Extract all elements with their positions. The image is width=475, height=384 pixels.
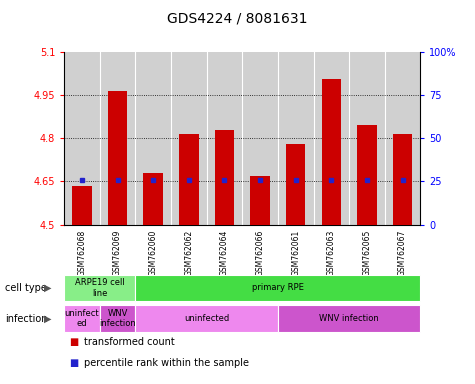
Bar xyxy=(215,130,234,225)
Bar xyxy=(242,52,278,225)
Bar xyxy=(357,125,377,225)
Bar xyxy=(207,52,242,225)
Text: ■: ■ xyxy=(69,358,78,368)
Bar xyxy=(108,91,127,225)
Text: cell type: cell type xyxy=(5,283,47,293)
Bar xyxy=(135,52,171,225)
Bar xyxy=(72,186,92,225)
Bar xyxy=(250,176,270,225)
Bar xyxy=(278,52,314,225)
Bar xyxy=(171,52,207,225)
Text: percentile rank within the sample: percentile rank within the sample xyxy=(84,358,249,368)
Bar xyxy=(385,52,420,225)
Bar xyxy=(349,52,385,225)
Bar xyxy=(322,79,341,225)
Text: ▶: ▶ xyxy=(44,314,51,324)
Text: uninfected: uninfected xyxy=(184,314,229,323)
Bar xyxy=(143,173,163,225)
Text: infection: infection xyxy=(5,314,47,324)
Text: WNV infection: WNV infection xyxy=(319,314,379,323)
Text: transformed count: transformed count xyxy=(84,337,175,347)
Text: GDS4224 / 8081631: GDS4224 / 8081631 xyxy=(167,12,308,25)
Bar xyxy=(64,52,100,225)
Text: uninfect
ed: uninfect ed xyxy=(65,309,99,328)
Text: ■: ■ xyxy=(69,337,78,347)
Text: ARPE19 cell
line: ARPE19 cell line xyxy=(75,278,124,298)
Text: primary RPE: primary RPE xyxy=(252,283,304,293)
Text: ▶: ▶ xyxy=(44,283,51,293)
Bar xyxy=(393,134,412,225)
Bar xyxy=(314,52,349,225)
Bar xyxy=(286,144,305,225)
Bar xyxy=(100,52,135,225)
Bar xyxy=(179,134,199,225)
Text: WNV
infection: WNV infection xyxy=(99,309,136,328)
